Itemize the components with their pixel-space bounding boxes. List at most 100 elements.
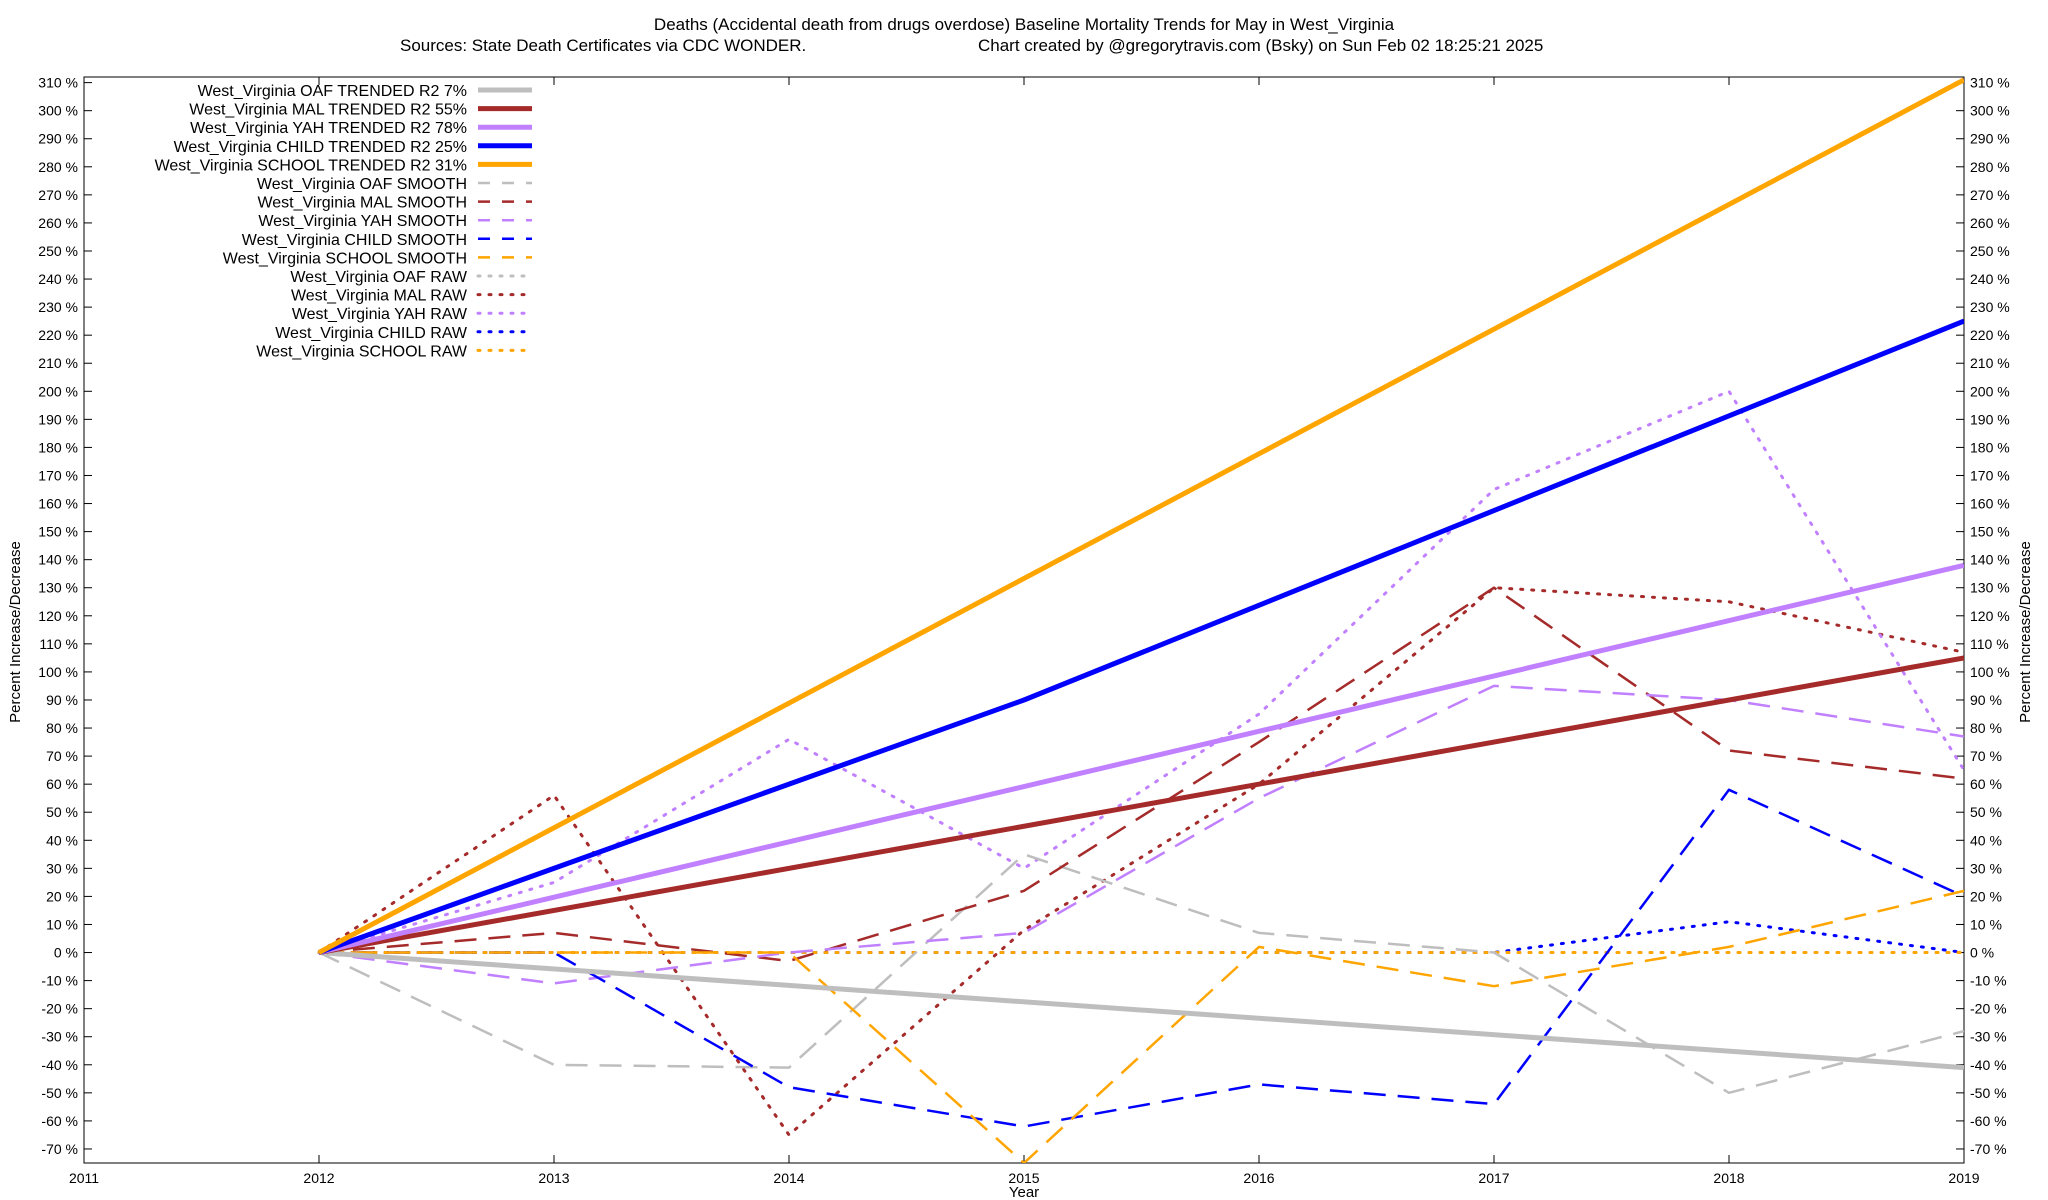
- y-tick-label-left: 180 %: [38, 439, 78, 455]
- y-tick-label-left: 150 %: [38, 524, 78, 540]
- x-tick-label: 2015: [1008, 1170, 1039, 1186]
- y-tick-label-right: 140 %: [1970, 552, 2010, 568]
- y-tick-label-left: 10 %: [46, 916, 78, 932]
- axes: 310 % 310 % 300 % 300 % 290 % 290 % 280 % 280 %…: [38, 75, 2009, 1186]
- y-tick-label-left: -20 %: [41, 1001, 78, 1017]
- legend-entry-label: West_Virginia YAH RAW: [292, 306, 468, 323]
- y-tick-label-right: 120 %: [1970, 608, 2010, 624]
- y-tick-label-right: 150 %: [1970, 524, 2010, 540]
- y-tick-label-right: 300 %: [1970, 103, 2010, 119]
- y-tick-label-left: 230 %: [38, 299, 78, 315]
- legend-entry-label: West_Virginia SCHOOL TRENDED R2 31%: [155, 157, 467, 174]
- x-axis-label: Year: [1009, 1184, 1039, 1200]
- legend-entry-label: West_Virginia OAF RAW: [290, 269, 468, 286]
- y-tick-label-left: 280 %: [38, 159, 78, 175]
- legend-entry-label: West_Virginia MAL SMOOTH: [257, 195, 467, 212]
- legend-entry-label: West_Virginia OAF SMOOTH: [257, 176, 467, 193]
- y-tick-label-right: 70 %: [1970, 748, 2002, 764]
- y-axis-label-left: Percent Increase/Decrease: [7, 541, 24, 723]
- series-line-8: [319, 788, 1964, 1128]
- series-line-1: [318, 655, 1964, 955]
- series-line-6: [318, 586, 1964, 963]
- y-tick-label-left: 290 %: [38, 131, 78, 147]
- y-tick-label-right: 250 %: [1970, 243, 2010, 259]
- y-tick-label-left: 30 %: [46, 860, 78, 876]
- y-tick-label-right: 270 %: [1970, 187, 2010, 203]
- y-tick-label-right: 180 %: [1970, 439, 2010, 455]
- x-tick-label: 2018: [1713, 1170, 1744, 1186]
- legend-entry-label: West_Virginia MAL RAW: [291, 288, 468, 305]
- y-tick-label-right: 220 %: [1970, 327, 2010, 343]
- y-tick-label-left: -30 %: [41, 1029, 78, 1045]
- y-tick-label-left: 130 %: [38, 580, 78, 596]
- legend-entry-label: West_Virginia CHILD TRENDED R2 25%: [174, 139, 467, 156]
- chart-subtitle-source: Sources: State Death Certificates via CD…: [400, 36, 806, 55]
- y-tick-label-right: 210 %: [1970, 355, 2010, 371]
- legend-entry-label: West_Virginia MAL TRENDED R2 55%: [189, 102, 467, 119]
- x-tick-label: 2011: [69, 1170, 99, 1186]
- y-tick-label-right: 190 %: [1970, 411, 2010, 427]
- y-tick-label-right: 50 %: [1970, 804, 2002, 820]
- y-tick-label-left: 310 %: [38, 75, 78, 91]
- series-line-12: [317, 389, 1964, 954]
- legend-entry-label: West_Virginia CHILD SMOOTH: [242, 232, 467, 249]
- y-tick-label-right: 280 %: [1970, 159, 2010, 175]
- y-tick-label-right: -30 %: [1970, 1029, 2007, 1045]
- y-tick-label-left: 250 %: [38, 243, 78, 259]
- y-tick-label-right: 130 %: [1970, 580, 2010, 596]
- y-tick-label-left: 260 %: [38, 215, 78, 231]
- y-tick-label-right: 160 %: [1970, 496, 2010, 512]
- x-tick-label: 2016: [1243, 1170, 1274, 1186]
- y-tick-label-right: 60 %: [1970, 776, 2002, 792]
- y-tick-label-right: 40 %: [1970, 832, 2002, 848]
- y-tick-label-left: -50 %: [41, 1085, 78, 1101]
- y-tick-label-right: -20 %: [1970, 1001, 2007, 1017]
- series-line-4: [317, 77, 1964, 955]
- y-tick-label-left: 210 %: [38, 355, 78, 371]
- y-tick-label-left: 70 %: [46, 748, 78, 764]
- y-tick-label-left: 90 %: [46, 692, 78, 708]
- y-tick-label-right: -40 %: [1970, 1057, 2007, 1073]
- y-tick-label-right: 10 %: [1970, 916, 2002, 932]
- series-line-7: [318, 684, 1964, 985]
- y-tick-label-left: 240 %: [38, 271, 78, 287]
- y-tick-label-right: 80 %: [1970, 720, 2002, 736]
- y-tick-label-left: 170 %: [38, 467, 78, 483]
- series-line-5: [318, 853, 1964, 1095]
- y-tick-label-left: 100 %: [38, 664, 78, 680]
- y-tick-label-left: 60 %: [46, 776, 78, 792]
- legend-entry-label: West_Virginia YAH TRENDED R2 78%: [190, 120, 467, 137]
- legend-entry-label: West_Virginia SCHOOL RAW: [256, 343, 468, 360]
- legend-entry-label: West_Virginia YAH SMOOTH: [258, 213, 467, 230]
- y-tick-label-right: 20 %: [1970, 888, 2002, 904]
- x-tick-label: 2017: [1478, 1170, 1509, 1186]
- chart-title: Deaths (Accidental death from drugs over…: [654, 15, 1395, 34]
- y-tick-label-right: 90 %: [1970, 692, 2002, 708]
- y-tick-label-left: 50 %: [46, 804, 78, 820]
- y-tick-label-right: -10 %: [1970, 973, 2007, 989]
- y-tick-label-left: -60 %: [41, 1113, 78, 1129]
- y-tick-label-left: 80 %: [46, 720, 78, 736]
- series-line-3: [318, 318, 1964, 955]
- series-layer: [317, 77, 1964, 1163]
- y-tick-label-right: 260 %: [1970, 215, 2010, 231]
- x-tick-label: 2014: [773, 1170, 804, 1186]
- y-tick-label-right: 170 %: [1970, 467, 2010, 483]
- x-tick-label: 2013: [538, 1170, 569, 1186]
- chart-subtitle-credit: Chart created by @gregorytravis.com (Bsk…: [978, 36, 1543, 55]
- y-tick-label-right: -60 %: [1970, 1113, 2007, 1129]
- y-tick-label-left: -10 %: [41, 973, 78, 989]
- y-tick-label-left: 270 %: [38, 187, 78, 203]
- y-tick-label-left: 0 %: [54, 945, 78, 961]
- y-tick-label-right: 290 %: [1970, 131, 2010, 147]
- legend-entry-label: West_Virginia SCHOOL SMOOTH: [223, 250, 467, 267]
- x-tick-label: 2019: [1948, 1170, 1979, 1186]
- y-tick-label-left: 20 %: [46, 888, 78, 904]
- x-tick-label: 2012: [303, 1170, 334, 1186]
- legend-entry-label: West_Virginia CHILD RAW: [275, 325, 468, 342]
- y-axis-label-right: Percent Increase/Decrease: [2017, 541, 2034, 723]
- y-tick-label-left: 120 %: [38, 608, 78, 624]
- y-tick-label-right: 310 %: [1970, 75, 2010, 91]
